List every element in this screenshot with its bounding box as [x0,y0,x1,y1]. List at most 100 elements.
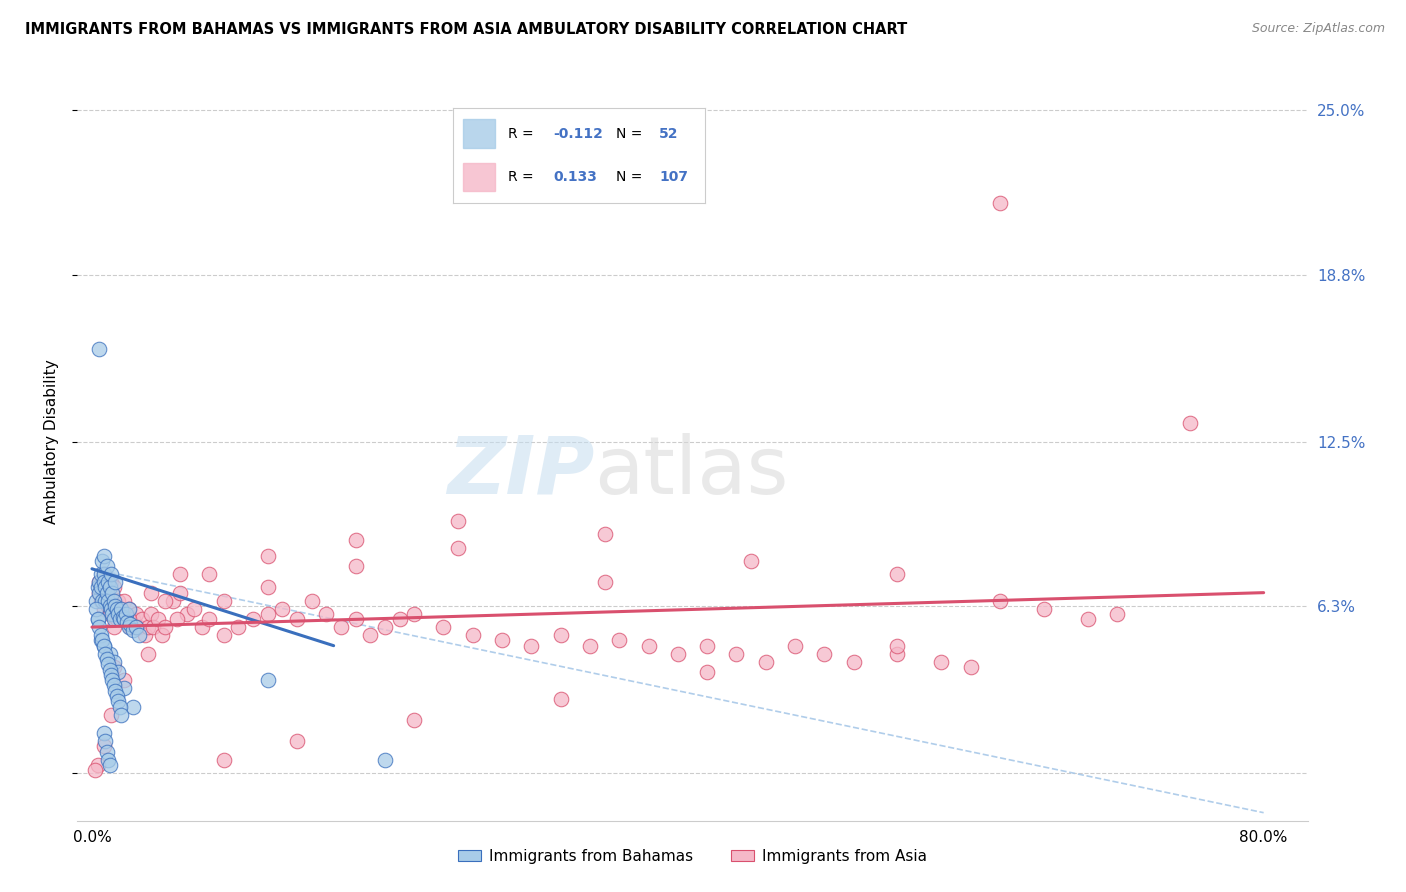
Point [117,601,139,615]
Point [90,580,112,594]
Point [169,585,191,599]
Point [115,612,138,626]
Point [94,593,117,607]
Point [374,753,396,767]
Point [104,601,127,615]
Point [101,585,124,599]
Text: atlas: atlas [595,433,789,511]
Point [131,612,153,626]
Point [491,633,513,648]
Point [101,673,124,687]
Point [128,620,150,634]
Point [101,593,124,607]
Text: ZIP: ZIP [447,433,595,511]
Point [315,607,337,621]
Point [110,707,132,722]
Point [125,620,148,634]
Point [111,609,134,624]
Point [89,575,111,590]
Point [166,612,188,626]
Point [256,607,278,621]
Point [256,673,278,687]
Point [139,607,162,621]
Point [447,514,470,528]
Point [91,633,114,648]
Point [96,585,118,599]
Point [90,593,112,607]
Point [103,620,125,634]
Point [96,585,118,599]
Point [104,683,127,698]
Point [134,628,156,642]
Point [212,628,235,642]
Point [104,599,127,613]
Point [93,567,115,582]
Point [136,647,159,661]
Point [842,655,865,669]
Point [93,549,115,563]
Point [87,612,110,626]
Legend: Immigrants from Bahamas, Immigrants from Asia: Immigrants from Bahamas, Immigrants from… [453,843,932,870]
Point [89,575,111,590]
Point [98,580,121,594]
Point [110,601,132,615]
Point [100,567,122,582]
Point [593,527,616,541]
Point [87,612,110,626]
Point [96,652,118,666]
Point [91,593,114,607]
Point [271,601,294,615]
Point [89,585,111,599]
Point [125,620,148,634]
Point [114,607,136,621]
Point [212,753,235,767]
Point [98,647,121,661]
Point [146,612,169,626]
Point [100,601,122,615]
Point [108,699,131,714]
Point [256,580,278,594]
Point [285,734,308,748]
Point [344,612,367,626]
Point [112,612,135,626]
Point [117,620,139,634]
Point [107,665,129,680]
Point [959,660,981,674]
Point [931,655,953,669]
Point [153,593,177,607]
Point [104,575,127,590]
Point [89,620,111,634]
Point [637,639,659,653]
Point [550,691,572,706]
Point [93,601,115,615]
Point [94,580,117,594]
Point [91,580,114,594]
Point [97,575,120,590]
Point [153,620,177,634]
Point [162,593,184,607]
Point [725,647,748,661]
Point [1033,601,1056,615]
Point [98,663,121,677]
Point [108,612,131,626]
Text: IMMIGRANTS FROM BAHAMAS VS IMMIGRANTS FROM ASIA AMBULATORY DISABILITY CORRELATIO: IMMIGRANTS FROM BAHAMAS VS IMMIGRANTS FR… [25,22,907,37]
Point [740,554,762,568]
Point [90,567,112,582]
Point [90,633,112,648]
Point [696,639,718,653]
Point [108,607,131,621]
Point [404,713,426,727]
Point [988,196,1011,211]
Point [432,620,454,634]
Point [98,758,121,772]
Point [100,707,122,722]
Point [103,678,125,692]
Point [1077,612,1099,626]
Point [813,647,835,661]
Point [198,567,221,582]
Point [150,628,173,642]
Point [94,734,117,748]
Point [142,620,165,634]
Point [86,601,108,615]
Point [112,681,135,695]
